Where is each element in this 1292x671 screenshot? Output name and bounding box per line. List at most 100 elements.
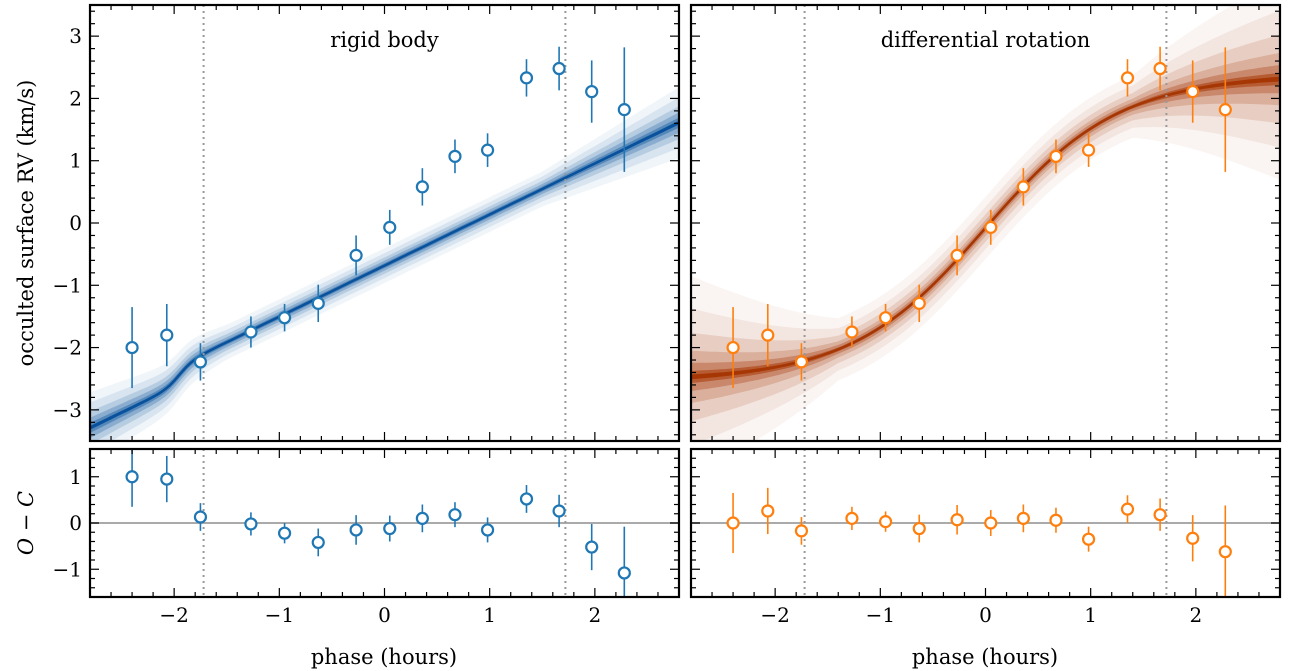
panel-plot-area bbox=[90, 449, 679, 597]
data-point bbox=[1081, 143, 1096, 157]
x-tick-label: 1 bbox=[483, 603, 496, 627]
model-band-0 bbox=[90, 87, 679, 441]
y-tick-label: 0 bbox=[69, 211, 82, 235]
data-point bbox=[125, 340, 139, 355]
data-point bbox=[552, 504, 566, 518]
x-tick-label: −1 bbox=[866, 603, 895, 627]
data-point bbox=[1049, 513, 1063, 527]
panel-frame bbox=[689, 3, 1282, 443]
data-point bbox=[415, 180, 429, 194]
data-point bbox=[244, 517, 258, 531]
data-point bbox=[415, 511, 429, 525]
model-band-0 bbox=[691, 5, 1280, 441]
y-tick-label: −1 bbox=[53, 557, 82, 581]
model-band-4 bbox=[90, 117, 679, 433]
y-tick-label: 2 bbox=[69, 86, 82, 110]
data-point bbox=[349, 523, 363, 537]
data-point bbox=[480, 523, 495, 537]
data-point bbox=[1016, 511, 1030, 525]
data-point bbox=[1218, 103, 1232, 117]
panel-plot-area bbox=[90, 5, 679, 441]
data-point bbox=[349, 248, 363, 262]
data-point bbox=[585, 84, 599, 99]
data-point bbox=[845, 511, 859, 525]
data-point bbox=[552, 61, 566, 76]
x-tick-label: 0 bbox=[378, 603, 391, 627]
data-point bbox=[1218, 545, 1232, 559]
data-point bbox=[950, 513, 964, 527]
data-point bbox=[912, 296, 926, 310]
x-tick-label: 1 bbox=[1084, 603, 1097, 627]
panel-plot-area bbox=[691, 449, 1280, 597]
data-point bbox=[912, 521, 926, 536]
x-tick-label: −2 bbox=[159, 603, 188, 627]
panel-frame bbox=[88, 447, 681, 599]
y-tick-label: −2 bbox=[53, 336, 82, 360]
data-point bbox=[160, 328, 174, 342]
data-point bbox=[726, 516, 740, 530]
data-point bbox=[193, 355, 208, 369]
data-point bbox=[794, 524, 809, 538]
data-point bbox=[617, 566, 631, 580]
data-point bbox=[1016, 180, 1030, 194]
data-point bbox=[878, 311, 893, 325]
data-point bbox=[244, 325, 258, 339]
panel-title: differential rotation bbox=[881, 28, 1091, 52]
panel-1: differential rotation bbox=[689, 3, 1282, 443]
data-point bbox=[1186, 531, 1200, 545]
data-point bbox=[878, 515, 893, 529]
data-point bbox=[160, 472, 174, 486]
data-point bbox=[761, 328, 775, 342]
panel-frame bbox=[88, 3, 681, 443]
data-point bbox=[311, 535, 325, 550]
data-point bbox=[480, 143, 495, 157]
data-point bbox=[277, 526, 292, 540]
x-tick-label: 2 bbox=[588, 603, 601, 627]
y-tick-label: −1 bbox=[53, 273, 82, 297]
data-point bbox=[1049, 149, 1063, 163]
data-point bbox=[383, 220, 397, 234]
data-point bbox=[193, 510, 208, 524]
data-point bbox=[519, 492, 534, 506]
data-point bbox=[1120, 71, 1135, 85]
data-point bbox=[125, 470, 139, 484]
panels-root: −3 −2 −1 0 1 2 3 rigid body occulted surface RV … bbox=[14, 3, 1282, 627]
data-point bbox=[794, 355, 809, 369]
x-tick-label: 2 bbox=[1189, 603, 1202, 627]
model-band-2 bbox=[90, 106, 679, 441]
model-band-1 bbox=[90, 97, 679, 441]
panel-plot-area bbox=[691, 5, 1280, 441]
data-point bbox=[448, 149, 462, 163]
data-point bbox=[311, 296, 325, 310]
data-point bbox=[984, 516, 998, 530]
y-tick-label: 1 bbox=[69, 149, 82, 173]
x-tick-label: 0 bbox=[979, 603, 992, 627]
panel-frame bbox=[689, 447, 1282, 599]
data-point bbox=[1186, 84, 1200, 99]
y-tick-label: 0 bbox=[69, 511, 82, 535]
data-point bbox=[984, 220, 998, 234]
data-point bbox=[383, 521, 397, 536]
panel-2: −1 0 1 −2 −1 0 1 2 O − C bbox=[14, 447, 681, 627]
y-tick-label: 1 bbox=[69, 465, 82, 489]
data-point bbox=[519, 71, 534, 85]
data-point bbox=[726, 340, 740, 355]
model-median-line bbox=[90, 121, 679, 430]
data-point bbox=[617, 103, 631, 117]
x-axis-label-left: phase (hours) bbox=[311, 645, 457, 669]
data-point bbox=[1153, 508, 1167, 522]
data-point bbox=[585, 540, 599, 554]
data-point bbox=[845, 325, 859, 339]
x-axis-label-right: phase (hours) bbox=[912, 645, 1058, 669]
y-tick-label: 3 bbox=[69, 24, 82, 48]
y-axis-label: O − C bbox=[14, 491, 38, 555]
y-tick-label: −3 bbox=[53, 398, 82, 422]
data-point bbox=[1081, 532, 1096, 546]
x-tick-label: −1 bbox=[265, 603, 294, 627]
data-point bbox=[1120, 502, 1135, 516]
y-axis-label: occulted surface RV (km/s) bbox=[14, 80, 38, 367]
x-tick-label: −2 bbox=[760, 603, 789, 627]
panel-title: rigid body bbox=[330, 28, 439, 52]
data-point bbox=[277, 311, 292, 325]
